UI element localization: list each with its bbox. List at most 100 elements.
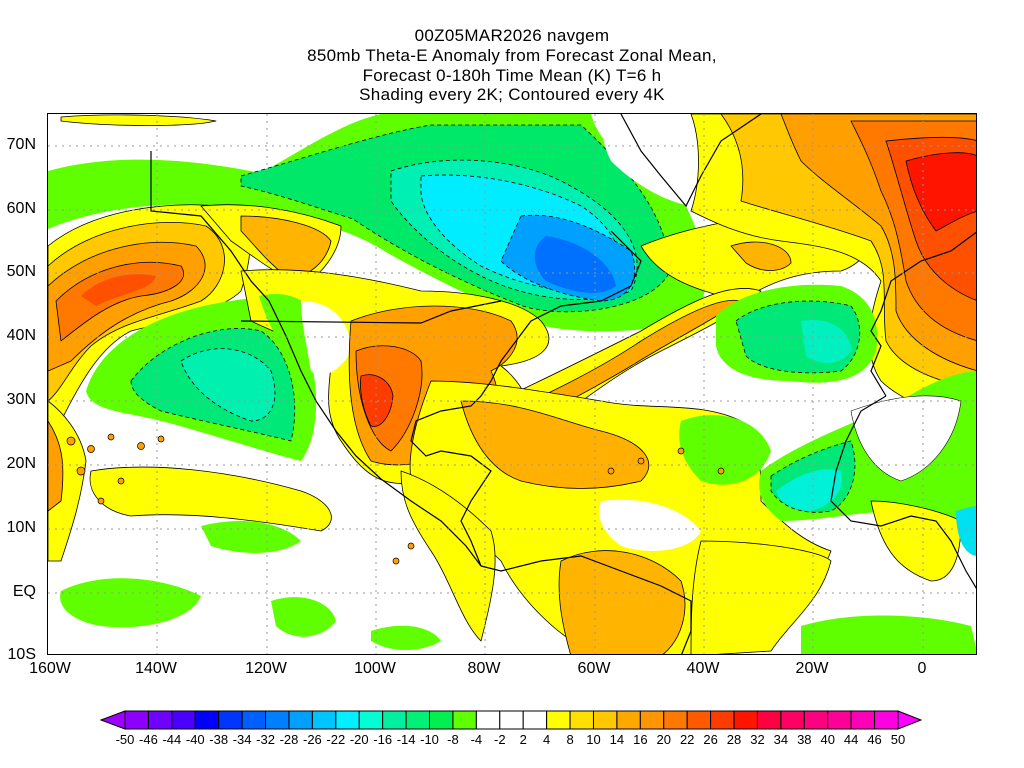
colorbar-box bbox=[475, 710, 501, 730]
colorbar-box bbox=[686, 710, 712, 730]
coastline-south-america bbox=[480, 555, 692, 654]
speckle bbox=[66, 436, 76, 446]
colorbar-label: -4 bbox=[471, 732, 483, 747]
colorbar-box bbox=[335, 710, 360, 730]
x-tick-80w: 80W bbox=[467, 660, 501, 677]
colorbar-label: -46 bbox=[139, 732, 158, 747]
shade-lime-scatter-2 bbox=[271, 597, 336, 637]
shade-orange-caribbean bbox=[460, 400, 650, 489]
colorbar-label: 46 bbox=[867, 732, 881, 747]
shade-white-sahara bbox=[850, 395, 962, 482]
colorbar-label: 4 bbox=[543, 732, 550, 747]
y-tick-50n: 50N bbox=[6, 263, 36, 280]
colorbar-label: -10 bbox=[420, 732, 439, 747]
colorbar-box bbox=[522, 710, 548, 730]
colorbar-label: 40 bbox=[820, 732, 834, 747]
colorbar-arrow-low bbox=[99, 710, 126, 730]
colorbar-label: 20 bbox=[657, 732, 671, 747]
colorbar-box bbox=[499, 710, 524, 730]
colorbar-box bbox=[569, 710, 594, 730]
shade-lime-scatter-5 bbox=[371, 625, 441, 650]
shade-yellow-itcz-pacific bbox=[89, 466, 332, 532]
colorbar-box bbox=[218, 710, 243, 730]
colorbar-box bbox=[147, 710, 173, 730]
colorbar-box bbox=[780, 710, 805, 730]
shade-blue-labrador bbox=[534, 236, 616, 293]
colorbar-label: -22 bbox=[326, 732, 345, 747]
colorbar-box bbox=[124, 710, 149, 730]
x-tick-40w: 40W bbox=[686, 660, 720, 677]
coastlines bbox=[150, 114, 976, 654]
shade-lime-scatter-3 bbox=[801, 615, 976, 654]
speckle bbox=[117, 477, 125, 485]
speckle bbox=[107, 433, 115, 441]
shade-orange-eddy bbox=[730, 241, 792, 271]
title-line-2: 850mb Theta-E Anomaly from Forecast Zona… bbox=[307, 46, 717, 65]
coastline-north-america-west bbox=[150, 151, 482, 567]
shade-yellow-arctic bbox=[60, 114, 217, 126]
colorbar-box bbox=[850, 710, 876, 730]
colorbar-box bbox=[710, 710, 735, 730]
colorbar-label: -28 bbox=[280, 732, 299, 747]
colorbar-label: -16 bbox=[373, 732, 392, 747]
title-line-1: 00Z05MAR2026 navgem bbox=[414, 26, 610, 45]
colorbar-label: 38 bbox=[797, 732, 811, 747]
x-tick-120w: 120W bbox=[245, 660, 287, 677]
colorbar-box bbox=[171, 710, 196, 730]
shade-green-west-africa-coast bbox=[679, 415, 771, 485]
colorbar-label: 32 bbox=[750, 732, 764, 747]
speckle bbox=[677, 447, 685, 455]
y-tick-70n: 70N bbox=[6, 136, 36, 153]
shade-red-pacific bbox=[81, 274, 156, 306]
y-tick-20n: 20N bbox=[6, 455, 36, 472]
shade-cyan-east-africa bbox=[956, 506, 976, 556]
colorbar-label: 14 bbox=[610, 732, 624, 747]
x-tick-20w: 20W bbox=[795, 660, 829, 677]
colorbar-label: -44 bbox=[162, 732, 181, 747]
shade-red-mexico bbox=[360, 374, 394, 427]
colorbar-boxes bbox=[99, 710, 923, 730]
shading-layers bbox=[48, 114, 976, 654]
y-tick-eq: EQ bbox=[12, 583, 36, 600]
x-tick-140w: 140W bbox=[135, 660, 177, 677]
speckle bbox=[607, 467, 615, 475]
colorbar-box bbox=[241, 710, 267, 730]
y-tick-30n: 30N bbox=[6, 391, 36, 408]
convective-speckles bbox=[66, 433, 725, 565]
colorbar-label: -2 bbox=[494, 732, 506, 747]
colorbar-label: -40 bbox=[186, 732, 205, 747]
shade-orange-west-pacific bbox=[48, 420, 64, 512]
colorbar-label: -32 bbox=[256, 732, 275, 747]
colorbar-box bbox=[405, 710, 431, 730]
coastline-us-border bbox=[240, 300, 502, 324]
colorbar-label: 26 bbox=[703, 732, 717, 747]
colorbar-label: 50 bbox=[891, 732, 905, 747]
colorbar-label: 2 bbox=[520, 732, 527, 747]
map-canvas bbox=[48, 114, 976, 654]
colorbar-box bbox=[194, 710, 220, 730]
speckle bbox=[637, 457, 645, 465]
colorbar-box bbox=[592, 710, 618, 730]
speckle bbox=[76, 466, 86, 476]
shade-yellow-south-atlantic bbox=[690, 540, 832, 654]
colorbar-box bbox=[288, 710, 313, 730]
title-line-4: Shading every 2K; Contoured every 4K bbox=[359, 85, 665, 104]
colorbar-labels: -50 -46 -44 -40 -38 -34 -32 -28 -26 -22 -20 -16 -14-… bbox=[116, 732, 906, 747]
y-tick-40n: 40N bbox=[6, 327, 36, 344]
colorbar-box bbox=[358, 710, 384, 730]
colorbar-box bbox=[733, 710, 758, 730]
colorbar-label: -14 bbox=[397, 732, 416, 747]
speckle bbox=[87, 445, 95, 453]
colorbar-label: -20 bbox=[350, 732, 369, 747]
y-tick-10n: 10N bbox=[6, 519, 36, 536]
colorbar-label: 34 bbox=[774, 732, 788, 747]
colorbar-label: -38 bbox=[209, 732, 228, 747]
shade-yellow-central-america bbox=[400, 470, 496, 642]
coastline-north-america-east bbox=[410, 230, 642, 567]
colorbar-box bbox=[311, 710, 337, 730]
coastline-europe bbox=[870, 231, 976, 397]
shade-white-tropical-atlantic bbox=[599, 499, 701, 551]
speckle bbox=[157, 435, 165, 443]
x-tick-60w: 60W bbox=[577, 660, 611, 677]
colorbar-box bbox=[803, 710, 829, 730]
